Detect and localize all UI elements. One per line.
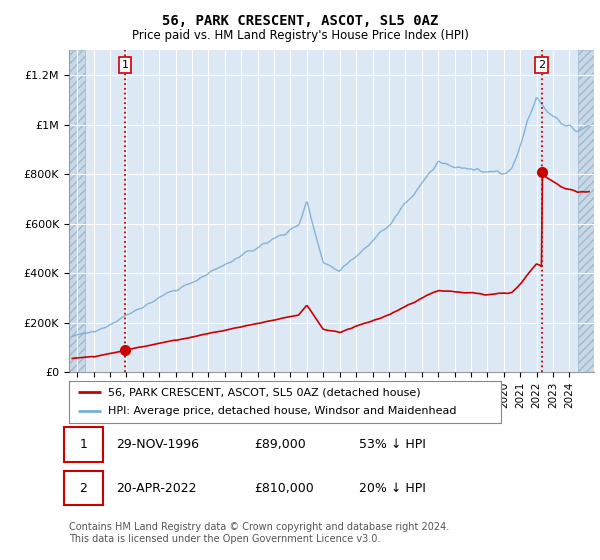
FancyBboxPatch shape	[64, 471, 103, 506]
Text: HPI: Average price, detached house, Windsor and Maidenhead: HPI: Average price, detached house, Wind…	[108, 407, 457, 417]
Text: Contains HM Land Registry data © Crown copyright and database right 2024.
This d: Contains HM Land Registry data © Crown c…	[69, 522, 449, 544]
Text: 2: 2	[80, 482, 88, 494]
Text: 2: 2	[538, 60, 545, 70]
Text: £810,000: £810,000	[254, 482, 314, 494]
Text: 20-APR-2022: 20-APR-2022	[116, 482, 197, 494]
Text: £89,000: £89,000	[254, 438, 305, 451]
Text: 56, PARK CRESCENT, ASCOT, SL5 0AZ (detached house): 56, PARK CRESCENT, ASCOT, SL5 0AZ (detac…	[108, 387, 421, 397]
Bar	[69, 50, 85, 372]
FancyBboxPatch shape	[64, 427, 103, 462]
Text: Price paid vs. HM Land Registry's House Price Index (HPI): Price paid vs. HM Land Registry's House …	[131, 29, 469, 42]
Text: 1: 1	[80, 438, 88, 451]
Text: 53% ↓ HPI: 53% ↓ HPI	[359, 438, 426, 451]
Bar	[578, 50, 594, 372]
Text: 20% ↓ HPI: 20% ↓ HPI	[359, 482, 426, 494]
Text: 56, PARK CRESCENT, ASCOT, SL5 0AZ: 56, PARK CRESCENT, ASCOT, SL5 0AZ	[162, 14, 438, 28]
Text: 29-NOV-1996: 29-NOV-1996	[116, 438, 200, 451]
Text: 1: 1	[122, 60, 128, 70]
